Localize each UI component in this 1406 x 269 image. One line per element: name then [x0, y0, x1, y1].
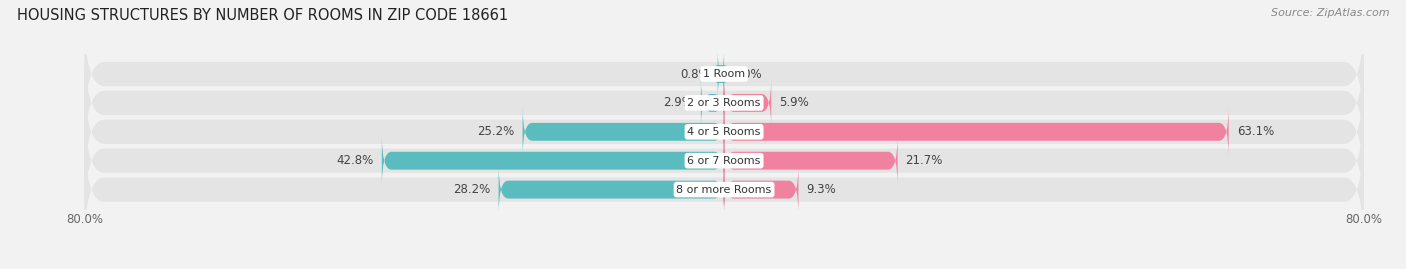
- Text: 0.0%: 0.0%: [733, 68, 762, 80]
- FancyBboxPatch shape: [382, 135, 724, 186]
- FancyBboxPatch shape: [724, 164, 799, 215]
- Text: 63.1%: 63.1%: [1237, 125, 1274, 138]
- FancyBboxPatch shape: [724, 77, 772, 129]
- Text: 8 or more Rooms: 8 or more Rooms: [676, 185, 772, 194]
- Text: 1 Room: 1 Room: [703, 69, 745, 79]
- FancyBboxPatch shape: [499, 164, 724, 215]
- Legend: Owner-occupied, Renter-occupied: Owner-occupied, Renter-occupied: [598, 267, 851, 269]
- FancyBboxPatch shape: [702, 77, 724, 129]
- FancyBboxPatch shape: [84, 129, 1364, 250]
- Text: 42.8%: 42.8%: [336, 154, 374, 167]
- Text: 0.8%: 0.8%: [681, 68, 710, 80]
- Text: 28.2%: 28.2%: [453, 183, 491, 196]
- FancyBboxPatch shape: [714, 48, 727, 100]
- Text: 6 or 7 Rooms: 6 or 7 Rooms: [688, 156, 761, 166]
- Text: 2 or 3 Rooms: 2 or 3 Rooms: [688, 98, 761, 108]
- Text: HOUSING STRUCTURES BY NUMBER OF ROOMS IN ZIP CODE 18661: HOUSING STRUCTURES BY NUMBER OF ROOMS IN…: [17, 8, 508, 23]
- FancyBboxPatch shape: [84, 72, 1364, 192]
- Text: 9.3%: 9.3%: [807, 183, 837, 196]
- Text: 2.9%: 2.9%: [664, 96, 693, 109]
- Text: 21.7%: 21.7%: [905, 154, 943, 167]
- FancyBboxPatch shape: [84, 43, 1364, 163]
- Text: 4 or 5 Rooms: 4 or 5 Rooms: [688, 127, 761, 137]
- FancyBboxPatch shape: [724, 135, 897, 186]
- FancyBboxPatch shape: [84, 14, 1364, 134]
- Text: Source: ZipAtlas.com: Source: ZipAtlas.com: [1271, 8, 1389, 18]
- FancyBboxPatch shape: [84, 101, 1364, 221]
- FancyBboxPatch shape: [523, 106, 724, 158]
- Text: 25.2%: 25.2%: [477, 125, 515, 138]
- FancyBboxPatch shape: [724, 106, 1229, 158]
- Text: 5.9%: 5.9%: [779, 96, 808, 109]
